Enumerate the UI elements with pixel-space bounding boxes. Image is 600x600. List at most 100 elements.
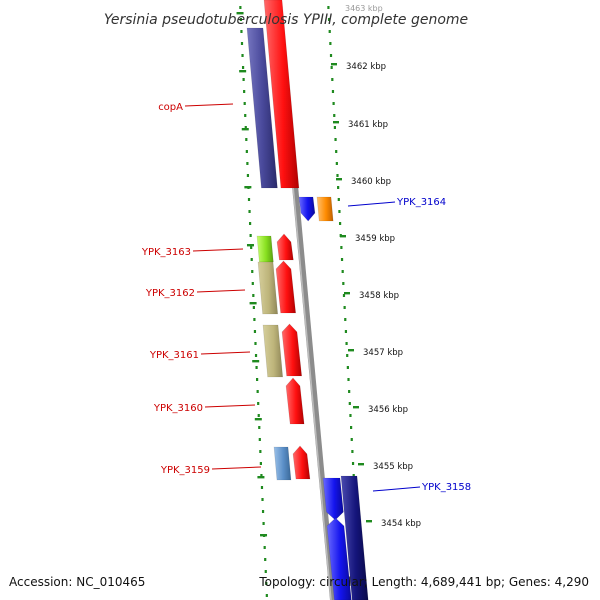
gene-label-right: YPK_3164 <box>396 197 446 208</box>
tick-dot-left <box>254 354 258 357</box>
tick-dot-right <box>335 150 338 153</box>
gene-label-right: YPK_3158 <box>421 482 471 493</box>
tick-dot-right <box>338 222 342 225</box>
tick-dot-left <box>261 498 264 501</box>
tick-marks-layer <box>236 6 372 597</box>
label-leader-left <box>196 289 246 293</box>
tick-major-left <box>241 128 249 131</box>
tick-dot-left <box>264 558 267 561</box>
red-gene-bar-top <box>263 0 300 189</box>
tick-dot-left <box>245 150 248 153</box>
tick-dot-left <box>248 222 252 225</box>
tick-dot-left <box>241 54 244 57</box>
tick-dot-left <box>258 438 261 441</box>
gene-features-layer <box>246 0 369 600</box>
tick-major-left <box>257 476 265 479</box>
tick-dot-left <box>241 66 245 69</box>
tick-dot-left <box>253 318 256 321</box>
tick-dot-right <box>331 90 335 93</box>
tick-dot-left <box>247 198 251 201</box>
tick-dot-right <box>333 114 336 117</box>
tick-dot-left <box>251 270 254 273</box>
tick-major-right <box>331 63 337 66</box>
tick-dot-right <box>332 102 335 105</box>
tick-major-right <box>358 463 364 466</box>
YPK_3163-gene-bar <box>256 235 274 263</box>
tick-dot-left <box>260 474 263 477</box>
tick-dot-left <box>246 174 250 177</box>
tick-dot-left <box>253 330 257 333</box>
tick-major-left <box>254 418 262 421</box>
tick-major-left <box>236 12 244 15</box>
labels-layer: 3463 kbp 3462 kbp 3461 kbp 3460 kbp 3459 kbp… <box>141 4 471 529</box>
tick-dot-left <box>265 594 268 597</box>
tick-major-right <box>348 349 354 352</box>
tick-dot-right <box>341 270 344 273</box>
tick-dot-right <box>329 54 333 57</box>
tick-major-right <box>333 121 339 124</box>
scale-label: 3456 kbp <box>368 405 408 415</box>
genome-summary-text: Topology: circular; Length: 4,689,441 bp… <box>258 575 589 589</box>
YPK_3158-gene-bar-b <box>340 475 369 600</box>
tick-major-right <box>336 178 342 181</box>
tick-major-left <box>260 534 268 537</box>
YPK_3158-gene-bar-a <box>322 477 344 521</box>
tick-dot-right <box>342 294 346 297</box>
label-leader-right <box>347 201 396 207</box>
tick-dot-left <box>262 522 265 525</box>
tick-major-right <box>353 406 359 409</box>
tick-dot-right <box>346 354 349 357</box>
scale-label: 3455 kbp <box>373 462 413 472</box>
orange-gene-bar <box>316 196 334 222</box>
YPK_3162-gene-bar <box>257 261 279 315</box>
tick-dot-left <box>251 282 254 285</box>
tick-dot-left <box>239 18 243 21</box>
tick-dot-right <box>344 330 348 333</box>
tick-major-left <box>252 360 260 363</box>
tick-dot-right <box>328 30 331 33</box>
red-arrow-3159 <box>292 445 311 480</box>
tick-dot-right <box>350 438 353 441</box>
tick-dot-left <box>240 42 244 45</box>
tick-dot-left <box>257 402 260 405</box>
tick-dot-right <box>336 174 339 177</box>
scale-label: 3462 kbp <box>346 62 386 72</box>
tick-dot-left <box>263 546 266 549</box>
tick-dot-left <box>249 234 252 237</box>
tick-dot-left <box>239 6 242 9</box>
red-arrow-3163 <box>276 233 294 261</box>
tick-dot-right <box>329 42 332 45</box>
copA-gene-bar <box>246 27 278 189</box>
tick-dot-right <box>351 462 355 465</box>
scale-label-top: 3463 kbp <box>345 4 383 13</box>
tick-major-right <box>366 520 372 523</box>
red-arrow-3162 <box>275 260 297 314</box>
tick-dot-left <box>254 342 257 345</box>
tick-dot-left <box>246 162 249 165</box>
YPK_3159-gene-bar <box>273 446 292 481</box>
red-arrow-3161 <box>281 323 303 377</box>
tick-major-left <box>239 70 247 73</box>
scale-label: 3461 kbp <box>348 120 388 130</box>
tick-dot-right <box>337 198 340 201</box>
blue-gene-bar-bottom <box>326 517 352 600</box>
YPK_3164-gene-bar <box>298 196 316 222</box>
tick-dot-left <box>248 210 251 213</box>
tick-dot-left <box>255 366 258 369</box>
tick-dot-right <box>351 450 354 453</box>
gene-label-left: YPK_3161 <box>149 350 199 361</box>
tick-major-right <box>344 292 350 295</box>
tick-dot-right <box>327 18 331 21</box>
tick-dot-left <box>259 450 262 453</box>
gene-label-left: YPK_3160 <box>153 403 203 414</box>
map-title: Yersinia pseudotuberculosis YPIII, compl… <box>104 12 468 28</box>
tick-dot-left <box>260 486 264 489</box>
tick-dot-right <box>348 390 351 393</box>
label-leader-right <box>372 486 421 492</box>
tick-major-left <box>246 244 254 247</box>
tick-dot-left <box>259 462 262 465</box>
scale-label: 3459 kbp <box>355 234 395 244</box>
tick-dot-right <box>350 426 353 429</box>
